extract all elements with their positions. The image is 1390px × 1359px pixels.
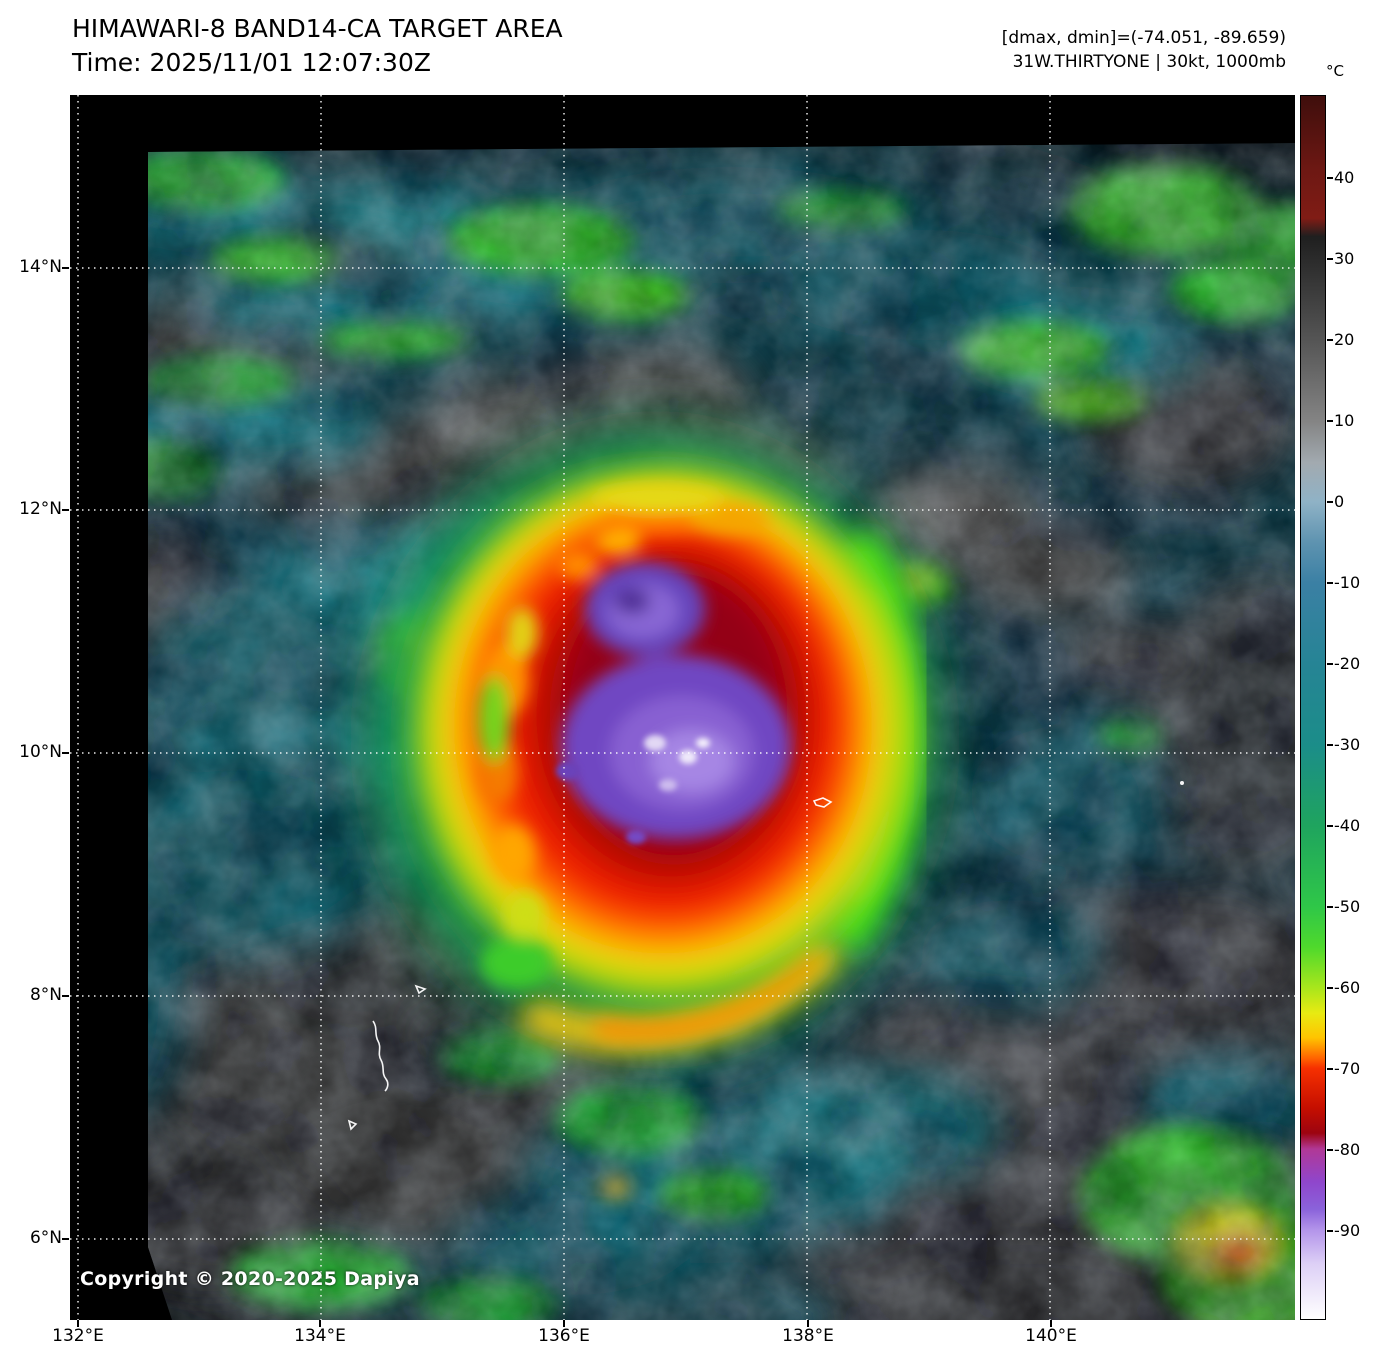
time-label: Time: 2025/11/01 12:07:30Z: [72, 48, 431, 77]
colorbar-tick: [1327, 1230, 1333, 1232]
axis-tick: [62, 267, 69, 269]
colorbar-tick-label: 0: [1334, 492, 1345, 511]
colorbar-tick: [1327, 987, 1333, 989]
lon-tick-label: 140°E: [1025, 1326, 1077, 1346]
copyright-label: Copyright © 2020-2025 Dapiya: [80, 1268, 420, 1290]
colorbar-tick-label: -80: [1334, 1140, 1361, 1159]
cyclone-core: [370, 430, 940, 1052]
colorbar-tick: [1327, 339, 1333, 341]
colorbar-unit-label: °C: [1326, 62, 1344, 80]
satellite-image: [70, 95, 1295, 1320]
dmax-dmin-label: [dmax, dmin]=(-74.051, -89.659): [1001, 28, 1286, 48]
satellite-map: Copyright © 2020-2025 Dapiya: [70, 95, 1295, 1320]
lon-tick-label: 132°E: [52, 1326, 104, 1346]
colorbar-tick-label: 40: [1334, 168, 1355, 187]
colorbar-tick: [1327, 501, 1333, 503]
lat-tick-label: 12°N: [19, 499, 62, 519]
axis-tick: [77, 1320, 79, 1327]
axis-tick: [62, 1238, 69, 1240]
colorbar-tick-label: 20: [1334, 330, 1355, 349]
colorbar-tick-label: -50: [1334, 897, 1361, 916]
header-metadata: [dmax, dmin]=(-74.051, -89.659) 31W.THIR…: [1002, 26, 1286, 74]
colorbar: [1300, 95, 1326, 1320]
lon-tick-label: 138°E: [782, 1326, 834, 1346]
colorbar-tick: [1327, 1149, 1333, 1151]
colorbar-tick-label: 10: [1334, 411, 1355, 430]
colorbar-tick-label: -40: [1334, 816, 1361, 835]
lat-tick-label: 6°N: [29, 1228, 62, 1248]
colorbar-tick-label: 30: [1334, 249, 1355, 268]
colorbar-tick: [1327, 177, 1333, 179]
colorbar-tick: [1327, 744, 1333, 746]
axis-tick: [319, 1320, 321, 1327]
page-title: HIMAWARI-8 BAND14-CA TARGET AREA: [72, 14, 563, 43]
colorbar-tick-label: -30: [1334, 735, 1361, 754]
axis-tick: [1050, 1320, 1052, 1327]
axis-tick: [807, 1320, 809, 1327]
colorbar-tick-label: -90: [1334, 1221, 1361, 1240]
graticule: [70, 95, 1295, 1320]
lat-tick-label: 10°N: [19, 742, 62, 762]
colorbar-tick-label: -60: [1334, 978, 1361, 997]
colorbar-tick-label: -10: [1334, 573, 1361, 592]
colorbar-tick: [1327, 582, 1333, 584]
colorbar-tick: [1327, 258, 1333, 260]
colorbar-tick-label: -20: [1334, 654, 1361, 673]
axis-tick: [62, 509, 69, 511]
coastline-outlines: [347, 781, 1184, 1131]
colorbar-tick: [1327, 1068, 1333, 1070]
axis-tick: [62, 752, 69, 754]
colorbar-tick: [1327, 420, 1333, 422]
axis-tick: [563, 1320, 565, 1327]
colorbar-tick: [1327, 663, 1333, 665]
lon-tick-label: 134°E: [294, 1326, 346, 1346]
storm-info-label: 31W.THIRTYONE | 30kt, 1000mb: [1012, 52, 1286, 72]
colorbar-tick: [1327, 825, 1333, 827]
colorbar-tick-label: -70: [1334, 1059, 1361, 1078]
lat-tick-label: 8°N: [29, 985, 62, 1005]
lat-tick-label: 14°N: [19, 257, 62, 277]
lon-tick-label: 136°E: [538, 1326, 590, 1346]
axis-tick: [62, 995, 69, 997]
colorbar-tick: [1327, 906, 1333, 908]
